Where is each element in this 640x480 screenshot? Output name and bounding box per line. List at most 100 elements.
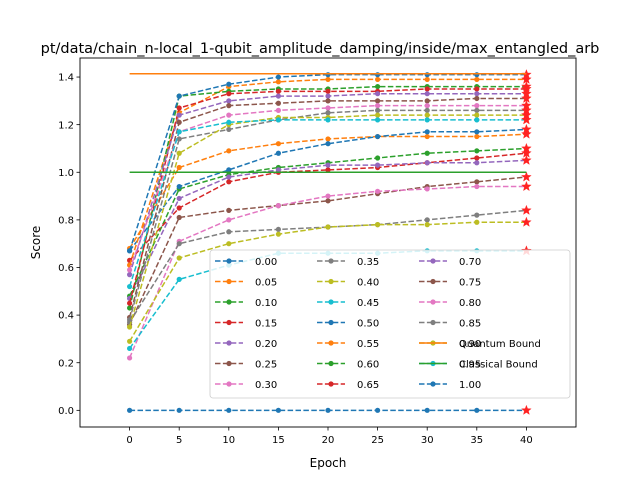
legend-entry-0.65: 0.65	[317, 380, 379, 391]
x-tick-label: 40	[520, 435, 533, 446]
legend-label: 0.00	[255, 257, 277, 268]
data-point-0.65	[474, 86, 480, 92]
legend-entry-0.00: 0.00	[215, 257, 277, 268]
data-point-0.50	[176, 183, 182, 190]
legend-swatch-marker	[328, 381, 334, 387]
series-0.00	[127, 404, 532, 415]
data-point-0.40	[127, 338, 133, 344]
data-point-1.00	[176, 93, 182, 99]
legend-entry-0.85: 0.85	[419, 319, 481, 330]
series-line-0.55	[128, 78, 527, 266]
series-line-0.15	[129, 152, 527, 261]
data-point-0.05	[275, 141, 281, 147]
data-point-0.95	[325, 117, 331, 123]
data-point-0.00	[226, 407, 232, 413]
x-tick-label: 10	[222, 435, 235, 446]
series-0.95	[127, 114, 532, 290]
data-point-0.05	[474, 133, 480, 140]
data-point-0.10	[424, 150, 430, 156]
data-point-0.90	[176, 150, 182, 156]
data-point-0.50	[325, 141, 331, 147]
y-tick-label: 0.6	[58, 263, 74, 274]
data-point-0.70	[375, 91, 381, 97]
data-point-0.20	[275, 167, 281, 173]
y-tick-label: 0.8	[58, 215, 74, 226]
legend-entry-0.60: 0.60	[317, 360, 379, 371]
series-0.55	[127, 73, 532, 268]
legend-entry-classical-bound: Classical Bound	[419, 360, 538, 371]
data-point-0.20	[424, 160, 430, 166]
legend-label: 0.85	[459, 319, 481, 330]
data-point-1.00	[226, 81, 232, 87]
data-point-0.00	[275, 407, 281, 413]
data-point-0.95	[127, 283, 133, 290]
chart-title: pt/data/chain_n-local_1-qubit_amplitude_…	[41, 41, 600, 57]
data-point-1.00	[325, 72, 331, 78]
data-point-0.80	[226, 112, 232, 118]
legend-label: 0.40	[357, 278, 379, 289]
legend-swatch-marker	[226, 360, 232, 367]
end-star-0.40	[521, 216, 532, 227]
x-tick-label: 20	[322, 435, 335, 446]
data-point-0.70	[275, 93, 281, 99]
series-0.15	[127, 147, 532, 263]
legend-label: 0.05	[255, 278, 277, 289]
data-point-0.40	[474, 219, 480, 225]
data-point-0.00	[375, 407, 381, 413]
legend-swatch-marker	[226, 299, 232, 305]
y-tick-label: 1.4	[58, 73, 74, 84]
data-point-0.65	[226, 91, 232, 97]
data-point-0.85	[127, 317, 133, 323]
data-point-0.65	[127, 300, 133, 306]
series-line-0.80	[128, 104, 527, 271]
legend-entry-0.15: 0.15	[215, 319, 277, 330]
legend-label: 0.90	[459, 339, 481, 350]
data-point-0.05	[424, 133, 430, 140]
data-point-0.95	[474, 117, 480, 123]
legend-swatch-marker	[328, 340, 334, 346]
data-point-0.45	[127, 345, 133, 352]
legend-swatch-marker	[328, 299, 334, 305]
legend-entry-0.45: 0.45	[317, 298, 379, 309]
legend-swatch-marker	[430, 278, 436, 285]
data-point-0.25	[176, 214, 182, 221]
legend-label: Classical Bound	[459, 360, 538, 371]
legend-label: 0.65	[357, 380, 379, 391]
data-point-0.00	[127, 407, 133, 413]
legend-entry-0.10: 0.10	[215, 298, 277, 309]
series-line-0.50	[129, 128, 527, 252]
data-point-0.95	[375, 117, 381, 123]
data-point-0.95	[424, 117, 430, 123]
series-0.05	[127, 128, 532, 252]
legend-swatch-marker	[226, 340, 232, 346]
legend-label: 0.70	[459, 257, 481, 268]
y-axis-label: Score	[29, 226, 43, 260]
data-point-0.80	[275, 107, 281, 113]
data-point-1.00	[375, 72, 381, 78]
series-line-0.30	[128, 185, 527, 359]
x-axis: 0 5 10 15 20 25 30 35 40	[126, 427, 533, 446]
data-point-0.15	[474, 155, 480, 161]
data-point-0.10	[375, 155, 381, 161]
data-point-0.15	[226, 179, 232, 185]
data-point-0.90	[424, 112, 430, 118]
data-point-0.50	[275, 150, 281, 156]
data-point-0.35	[424, 217, 430, 223]
y-tick-label: 0.2	[58, 358, 74, 369]
legend-label: 0.60	[357, 360, 379, 371]
data-point-0.60	[375, 83, 381, 90]
data-point-0.50	[226, 167, 232, 173]
data-point-0.35	[275, 226, 281, 233]
data-point-0.75	[325, 98, 331, 104]
data-point-0.75	[275, 100, 281, 106]
series-0.50	[127, 123, 532, 254]
end-star-0.95	[521, 114, 532, 125]
legend-swatch-marker	[430, 299, 436, 305]
data-point-0.30	[375, 188, 381, 194]
legend-swatch-marker	[226, 319, 232, 326]
data-point-0.05	[176, 164, 182, 171]
data-point-0.00	[176, 407, 182, 413]
series-0.30	[127, 180, 532, 361]
end-star-0.25	[521, 171, 532, 182]
